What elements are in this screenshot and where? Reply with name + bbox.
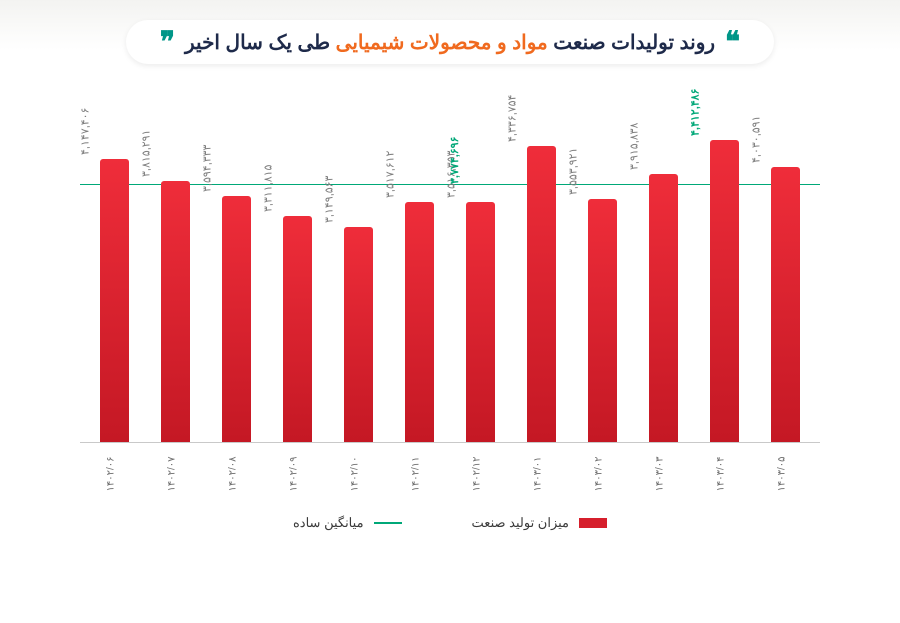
x-axis: ۱۴۰۲/۰۶ ۱۴۰۲/۰۷ ۱۴۰۲/۰۸ ۱۴۰۲/۰۹ ۱۴۰۲/۱۰ ۱۴۰۲/… xyxy=(80,442,820,483)
bar-slot: ۳,۸۱۵,۲۹۱ xyxy=(151,100,200,443)
page-title: روند تولیدات صنعت مواد و محصولات شیمیایی… xyxy=(185,30,715,55)
quote-open-icon: ❝ xyxy=(725,28,740,56)
x-tick: ۱۴۰۳/۰۵ xyxy=(761,443,810,483)
bar-slot: ۴,۳۳۶,۷۵۴ xyxy=(517,100,566,443)
average-swatch-icon xyxy=(374,522,402,524)
x-tick-label: ۱۴۰۲/۱۰ xyxy=(350,456,368,491)
x-tick: ۱۴۰۲/۰۹ xyxy=(273,443,322,483)
chart: ۴,۱۴۷,۴۰۶ ۳,۸۱۵,۲۹۱ ۳,۵۹۴,۳۳۳ ۳,۳۱۱,۸۱۵ ۳,۱۴… xyxy=(80,100,820,483)
bar: ۴,۱۴۷,۴۰۶ xyxy=(100,159,129,444)
legend: میزان تولید صنعت میانگین ساده xyxy=(0,515,900,531)
bar-slot: ۳,۱۴۹,۵۶۳ xyxy=(334,100,383,443)
x-tick-label: ۱۴۰۳/۰۳ xyxy=(655,456,673,491)
bar: ۳,۸۱۵,۲۹۱ xyxy=(161,181,190,443)
x-tick-label: ۱۴۰۲/۰۹ xyxy=(289,456,307,491)
bar-slot: ۴,۰۳۰,۵۹۱ xyxy=(761,100,810,443)
x-tick-label: ۱۴۰۲/۱۱ xyxy=(411,456,429,491)
title-bar: ❝ روند تولیدات صنعت مواد و محصولات شیمیا… xyxy=(126,20,774,64)
legend-average-label: میانگین ساده xyxy=(293,515,364,531)
title-seg1: روند تولیدات صنعت xyxy=(548,32,715,54)
x-tick-label: ۱۴۰۳/۰۲ xyxy=(594,456,612,491)
bar-slot: ۳,۵۱۷,۶۱۲ xyxy=(395,100,444,443)
x-tick-label: ۱۴۰۳/۰۵ xyxy=(777,456,795,491)
x-tick-label: ۱۴۰۲/۰۸ xyxy=(228,456,246,491)
title-container: ❝ روند تولیدات صنعت مواد و محصولات شیمیا… xyxy=(50,18,850,66)
x-tick-label: ۱۴۰۲/۰۷ xyxy=(167,456,185,491)
legend-average: میانگین ساده xyxy=(293,515,402,531)
bar-value-label: ۳,۵۱۷,۶۱۲ xyxy=(383,150,396,197)
bar: ۳,۵۱۷,۶۱۲ xyxy=(405,202,434,443)
bar: ۳,۳۱۱,۸۱۵ xyxy=(283,216,312,443)
x-tick: ۱۴۰۲/۱۰ xyxy=(334,443,383,483)
x-tick-label: ۱۴۰۳/۰۱ xyxy=(533,456,551,491)
legend-bars: میزان تولید صنعت xyxy=(472,515,607,531)
x-tick: ۱۴۰۳/۰۴ xyxy=(700,443,749,483)
average-value-label: ۳,۷۷۴,۶۹۶ xyxy=(448,137,461,184)
bar-value-label: ۳,۳۱۱,۸۱۵ xyxy=(261,164,274,211)
x-tick: ۱۴۰۳/۰۳ xyxy=(639,443,688,483)
bar-value-label: ۴,۴۱۲,۴۸۶ xyxy=(688,89,701,136)
bar-slot: ۳,۵۹۴,۳۳۳ xyxy=(212,100,261,443)
bar-slot: ۳,۳۱۱,۸۱۵ xyxy=(273,100,322,443)
bar-slot: ۳,۹۱۵,۸۳۸ xyxy=(639,100,688,443)
x-tick-label: ۱۴۰۳/۰۴ xyxy=(716,456,734,491)
x-tick-label: ۱۴۰۲/۱۲ xyxy=(472,456,490,491)
quote-close-icon: ❞ xyxy=(160,28,175,56)
bar-slot: ۴,۱۴۷,۴۰۶ xyxy=(90,100,139,443)
bar-value-label: ۴,۰۳۰,۵۹۱ xyxy=(749,115,762,162)
bar-slot: ۳,۵۵۳,۹۲۱ xyxy=(578,100,627,443)
x-tick: ۱۴۰۲/۱۱ xyxy=(395,443,444,483)
bar: ۳,۱۴۹,۵۶۳ xyxy=(344,227,373,443)
bar-value-label: ۴,۳۳۶,۷۵۴ xyxy=(505,94,518,141)
bar: ۳,۵۱۶,۳۵۳ xyxy=(466,202,495,443)
bar-slot: ۳,۵۱۶,۳۵۳ xyxy=(456,100,505,443)
bar-value-label: ۳,۸۱۵,۲۹۱ xyxy=(139,130,152,177)
bar: ۳,۵۵۳,۹۲۱ xyxy=(588,199,617,443)
page: ❝ روند تولیدات صنعت مواد و محصولات شیمیا… xyxy=(0,0,900,623)
x-tick: ۱۴۰۳/۰۲ xyxy=(578,443,627,483)
x-tick: ۱۴۰۲/۰۷ xyxy=(151,443,200,483)
bars-swatch-icon xyxy=(579,518,607,528)
x-tick: ۱۴۰۳/۰۱ xyxy=(517,443,566,483)
x-tick: ۱۴۰۲/۰۸ xyxy=(212,443,261,483)
x-tick: ۱۴۰۲/۰۶ xyxy=(90,443,139,483)
legend-bars-label: میزان تولید صنعت xyxy=(472,515,569,531)
x-tick: ۱۴۰۲/۱۲ xyxy=(456,443,505,483)
bar-value-label: ۳,۵۹۴,۳۳۳ xyxy=(200,145,213,192)
title-seg2: مواد و محصولات شیمیایی xyxy=(336,32,548,54)
bar: ۳,۹۱۵,۸۳۸ xyxy=(649,174,678,443)
plot-area: ۴,۱۴۷,۴۰۶ ۳,۸۱۵,۲۹۱ ۳,۵۹۴,۳۳۳ ۳,۳۱۱,۸۱۵ ۳,۱۴… xyxy=(80,100,820,443)
bar-value-label: ۳,۱۴۹,۵۶۳ xyxy=(322,175,335,222)
bar-value-label: ۳,۹۱۵,۸۳۸ xyxy=(627,123,640,170)
title-seg3: طی یک سال اخیر xyxy=(185,32,336,54)
bar-slot: ۴,۴۱۲,۴۸۶ xyxy=(700,100,749,443)
bar-value-label: ۴,۱۴۷,۴۰۶ xyxy=(78,107,91,154)
bar: ۳,۵۹۴,۳۳۳ xyxy=(222,196,251,443)
bar: ۴,۴۱۲,۴۸۶ xyxy=(710,140,739,443)
x-tick-label: ۱۴۰۲/۰۶ xyxy=(106,456,124,491)
bar-value-label: ۳,۵۵۳,۹۲۱ xyxy=(566,148,579,195)
bar: ۴,۳۳۶,۷۵۴ xyxy=(527,146,556,444)
bar: ۴,۰۳۰,۵۹۱ xyxy=(771,167,800,443)
